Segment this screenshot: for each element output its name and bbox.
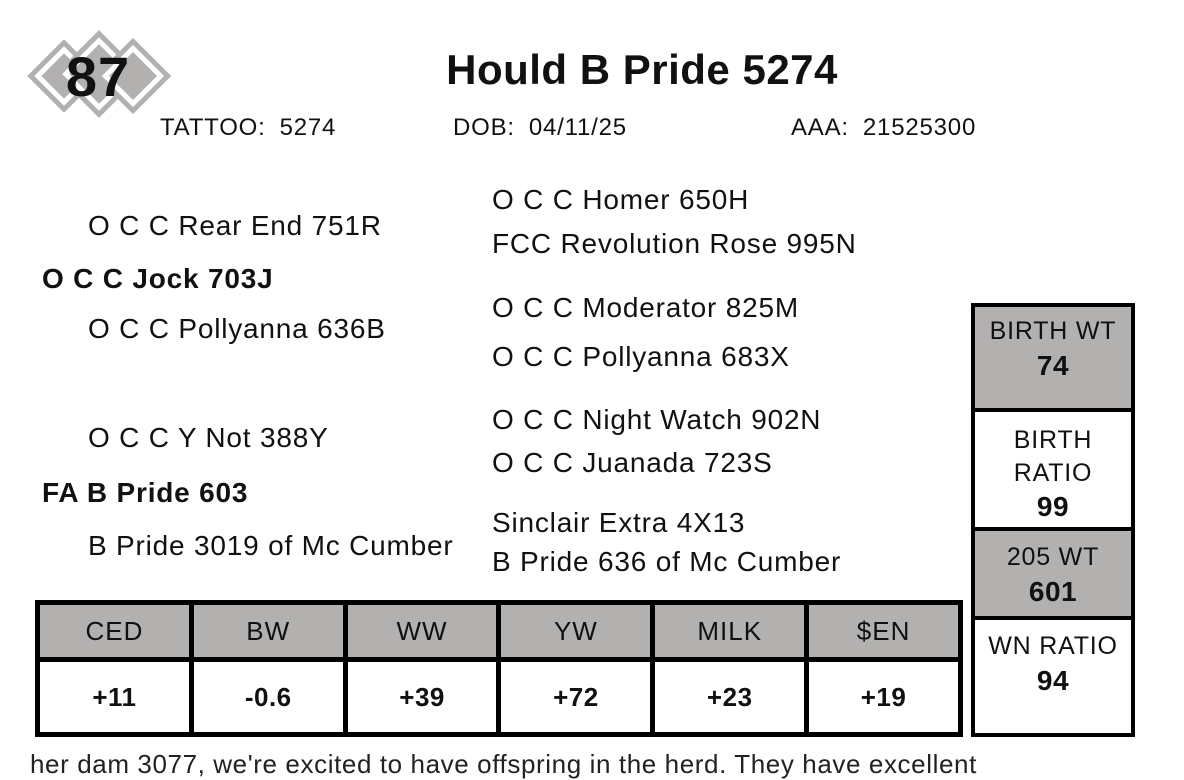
dam-sire-dam: O C C Juanada 723S: [492, 447, 773, 478]
stat-label: BIRTH RATIO: [1013, 426, 1093, 487]
sire-dam: O C C Pollyanna 636B: [88, 313, 386, 344]
id-info-row: TATTOO: 5274 DOB: 04/11/25 AAA: 21525300: [0, 114, 1184, 146]
dam-sire: O C C Y Not 388Y: [88, 422, 329, 453]
aaa-label: AAA:: [791, 114, 849, 141]
aaa-value: 21525300: [862, 114, 977, 141]
stat-label: BIRTH WT: [989, 317, 1117, 345]
epd-col-ww: WW +39: [347, 605, 502, 732]
epd-value-cell: +19: [809, 662, 958, 732]
epd-header-cell: YW: [501, 605, 651, 662]
stat-birth-ratio: BIRTH RATIO 99: [975, 412, 1131, 531]
dob-field: DOB: 04/11/25: [453, 114, 627, 142]
epd-col-yw: YW +72: [501, 605, 656, 732]
stat-wn-ratio: WN RATIO 94: [975, 620, 1131, 721]
stat-birth-wt: BIRTH WT 74: [975, 307, 1131, 412]
epd-header-cell: CED: [40, 605, 189, 662]
epd-value-cell: +23: [655, 662, 805, 732]
stat-value: 74: [1036, 349, 1070, 381]
page-title: Hould B Pride 5274: [446, 46, 838, 93]
dob-label: DOB:: [453, 114, 515, 141]
stat-value: 99: [1036, 491, 1070, 522]
epd-header-cell: MILK: [655, 605, 805, 662]
sire-sire: O C C Rear End 751R: [88, 210, 382, 241]
sire-name: O C C Jock 703J: [42, 263, 274, 294]
sire-dam-dam: O C C Pollyanna 683X: [492, 341, 790, 372]
epd-table: CED +11 BW -0.6 WW +39 YW +72 MILK +23 $…: [35, 600, 963, 737]
tattoo-value: 5274: [279, 114, 337, 141]
dam-sire-sire: O C C Night Watch 902N: [492, 404, 822, 435]
epd-col-milk: MILK +23: [655, 605, 810, 732]
epd-header-cell: $EN: [809, 605, 958, 662]
epd-value-cell: +72: [501, 662, 651, 732]
stat-value: 94: [1036, 664, 1070, 696]
tattoo-label: TATTOO:: [160, 114, 266, 141]
stat-label: WN RATIO: [988, 632, 1118, 660]
sire-dam-sire: O C C Moderator 825M: [492, 292, 799, 323]
epd-col-ced: CED +11: [40, 605, 194, 732]
dam-dam-sire: Sinclair Extra 4X13: [492, 507, 746, 538]
tattoo-field: TATTOO: 5274: [160, 114, 336, 142]
epd-col-bw: BW -0.6: [193, 605, 348, 732]
stat-label: 205 WT: [1006, 543, 1100, 571]
epd-value-cell: -0.6: [193, 662, 343, 732]
sire-sire-sire: O C C Homer 650H: [492, 184, 750, 215]
weight-stats-panel: BIRTH WT 74 BIRTH RATIO 99 205 WT 601 WN…: [971, 303, 1135, 737]
stat-value: 601: [1028, 575, 1078, 607]
dam-name: FA B Pride 603: [42, 477, 249, 508]
dam-dam: B Pride 3019 of Mc Cumber: [88, 530, 454, 561]
sire-sire-dam: FCC Revolution Rose 995N: [492, 228, 857, 259]
epd-value-cell: +11: [40, 662, 189, 732]
epd-header-cell: BW: [193, 605, 343, 662]
aaa-field: AAA: 21525300: [791, 114, 976, 142]
epd-header-cell: WW: [347, 605, 497, 662]
epd-value-cell: +39: [347, 662, 497, 732]
lot-number: 87: [65, 44, 131, 108]
lot-badge: 87: [27, 26, 172, 126]
dam-dam-dam: B Pride 636 of Mc Cumber: [492, 546, 842, 577]
dob-value: 04/11/25: [528, 114, 627, 141]
stat-205-wt: 205 WT 601: [975, 531, 1131, 620]
epd-col-en: $EN +19: [809, 605, 958, 732]
